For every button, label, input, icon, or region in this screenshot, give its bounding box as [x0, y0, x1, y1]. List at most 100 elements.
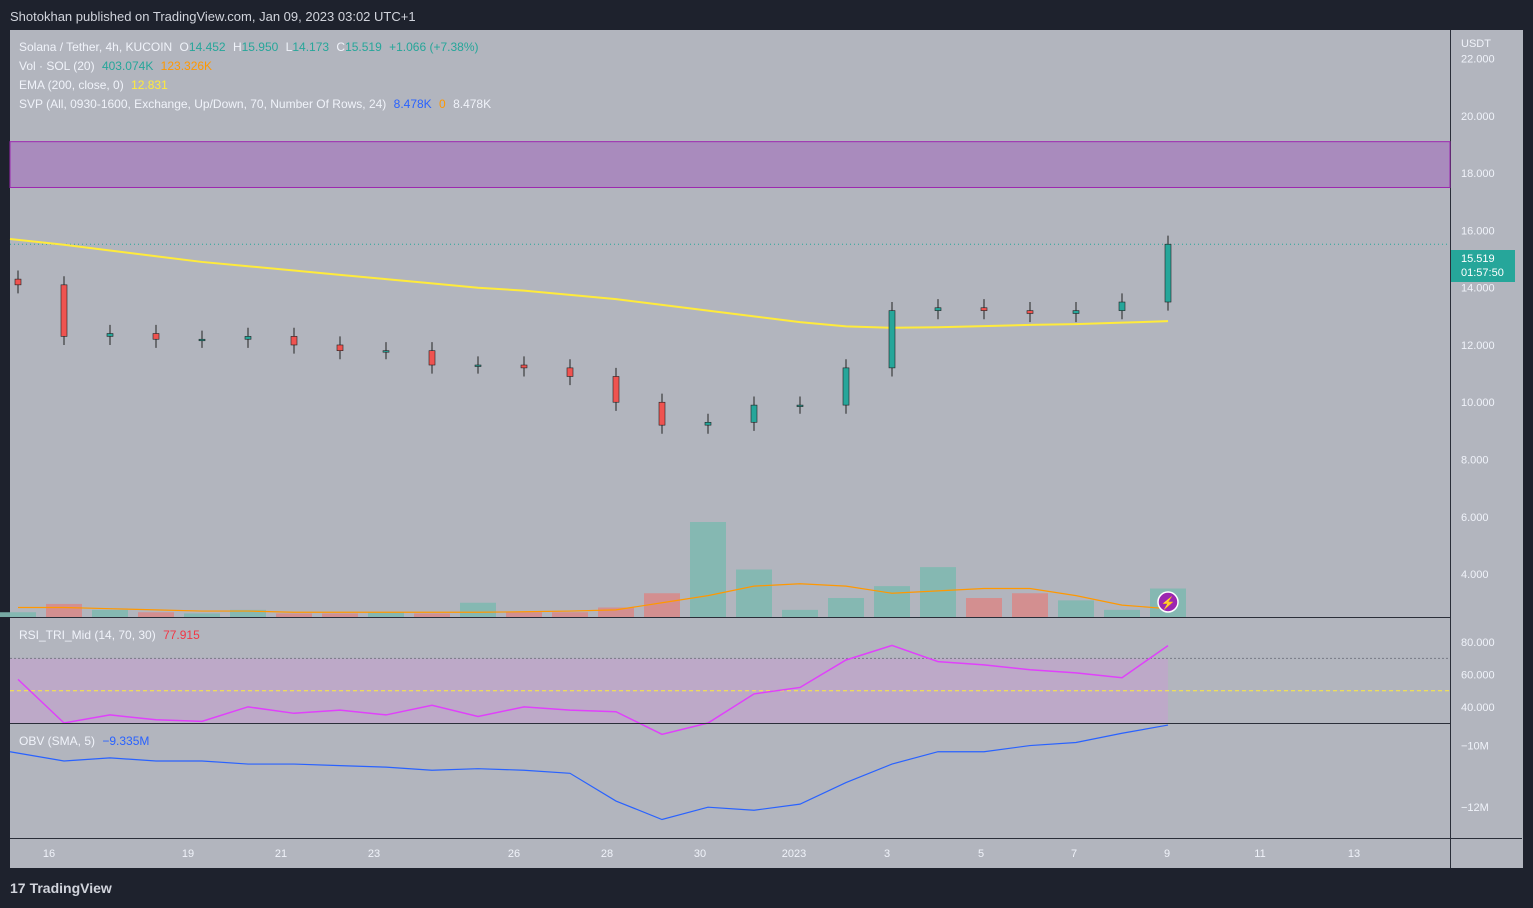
legend-ema: 12.831 — [131, 78, 168, 92]
candle-body — [336, 344, 344, 352]
candle-body — [382, 350, 390, 353]
legend-obv: −9.335M — [102, 734, 150, 748]
volume-bar — [1104, 609, 1140, 617]
time-tick-label: 28 — [601, 848, 613, 860]
candle-body — [934, 307, 942, 311]
volume-bar — [552, 612, 588, 617]
volume-bar — [1058, 600, 1094, 617]
candle-body — [1026, 310, 1034, 314]
legend-main: Solana / Tether, 4h, KUCOIN O14.452 H 15.… — [19, 40, 483, 54]
legend-vol-label[interactable]: Vol · SOL (20) — [19, 59, 95, 73]
alert-lightning-glyph: ⚡ — [1161, 596, 1176, 610]
alert-lightning-icon — [1157, 591, 1179, 613]
publish-text: Shotokhan published on TradingView.com, … — [10, 9, 416, 24]
candle-body — [980, 307, 988, 311]
obv-tick-label: −10M — [1461, 741, 1489, 753]
price-tick-label: 20.000 — [1461, 111, 1495, 123]
candle-body — [520, 364, 528, 369]
price-tick-label: 4.000 — [1461, 569, 1489, 581]
rsi-tick-label: 40.000 — [1461, 702, 1495, 714]
volume-bar — [460, 602, 496, 617]
candle-body — [842, 367, 850, 406]
legend-change: +1.066 (+7.38%) — [389, 40, 479, 54]
time-axis[interactable] — [10, 838, 1522, 869]
volume-bar — [782, 609, 818, 617]
pane-divider-rsi[interactable] — [10, 617, 1450, 618]
time-tick-label: 23 — [368, 848, 380, 860]
volume-ma-line — [18, 583, 1169, 613]
candle-body — [704, 421, 712, 426]
legend-h-label: H — [232, 40, 242, 54]
volume-bar — [46, 603, 82, 617]
legend-rsi: 77.915 — [163, 628, 200, 642]
legend-svp-total: 8.478K — [453, 97, 492, 111]
time-tick-label: 7 — [1071, 848, 1077, 860]
legend-volume: Vol · SOL (20) 403.074K 123.326K — [19, 59, 216, 73]
candle-body — [796, 404, 804, 407]
rsi-line — [17, 644, 1169, 736]
volume-bar — [322, 613, 358, 617]
volume-bar — [92, 609, 128, 617]
legend-obv-label[interactable]: OBV (SMA, 5) — [19, 734, 96, 748]
volume-bar — [230, 609, 266, 617]
volume-bar — [368, 612, 404, 617]
legend-o: 14.452 — [188, 40, 226, 54]
legend-obv: OBV (SMA, 5) −9.335M — [19, 734, 153, 748]
ema-200-line — [9, 238, 1169, 329]
resistance-zone — [9, 141, 1451, 188]
candle-body — [14, 278, 22, 286]
candle-body — [290, 336, 298, 346]
volume-bar — [138, 612, 174, 617]
legend-vol: 403.074K — [101, 59, 154, 73]
volume-bar — [1012, 593, 1048, 617]
legend-rsi-label[interactable]: RSI_TRI_Mid (14, 70, 30) — [19, 628, 156, 642]
volume-bar — [184, 613, 220, 617]
legend-c: 15.519 — [345, 40, 382, 54]
price-currency-label: USDT — [1461, 38, 1491, 50]
candle-body — [244, 336, 252, 340]
legend-svp-label[interactable]: SVP (All, 0930-1600, Exchange, Up/Down, … — [19, 97, 387, 111]
legend-vol-ma: 123.326K — [160, 59, 213, 73]
legend-c-label: C — [336, 40, 346, 54]
time-tick-label: 5 — [978, 848, 984, 860]
legend-svp: SVP (All, 0930-1600, Exchange, Up/Down, … — [19, 97, 495, 111]
candle-body — [106, 333, 114, 337]
last-price-countdown: 01:57:50 — [1461, 267, 1504, 279]
legend-ema-label[interactable]: EMA (200, close, 0) — [19, 78, 124, 92]
time-tick-label: 11 — [1254, 848, 1265, 860]
candle-body — [474, 364, 482, 367]
obv-line — [9, 724, 1169, 821]
candle-body — [152, 333, 160, 340]
legend-symbol[interactable]: Solana / Tether, 4h, KUCOIN — [19, 40, 173, 54]
volume-bar — [736, 569, 772, 617]
time-tick-label: 2023 — [782, 848, 806, 860]
publish-header: Shotokhan published on TradingView.com, … — [0, 0, 1533, 30]
candle-body — [428, 350, 436, 366]
volume-bar — [828, 598, 864, 617]
volume-bar — [966, 598, 1002, 617]
volume-bar — [414, 613, 450, 617]
volume-bar — [598, 607, 634, 617]
last-price-value: 15.519 — [1461, 253, 1495, 265]
candle-body — [612, 376, 620, 403]
time-tick-label: 26 — [508, 848, 520, 860]
price-tick-label: 6.000 — [1461, 512, 1489, 524]
time-tick-label: 13 — [1348, 848, 1360, 860]
volume-bar — [0, 612, 36, 617]
price-scale[interactable] — [1450, 30, 1523, 868]
price-tick-label: 18.000 — [1461, 168, 1495, 180]
candle-body — [60, 284, 68, 337]
last-price-tag: 15.519 01:57:50 — [1451, 250, 1515, 282]
footer-brand-text: TradingView — [29, 880, 112, 896]
footer-brand[interactable]: 17 TradingView — [10, 880, 112, 896]
candle-body — [658, 401, 666, 426]
candle-body — [750, 404, 758, 423]
time-tick-label: 3 — [884, 848, 890, 860]
time-tick-label: 9 — [1164, 848, 1170, 860]
volume-bar — [644, 593, 680, 617]
candle-body — [888, 310, 896, 369]
legend-rsi: RSI_TRI_Mid (14, 70, 30) 77.915 — [19, 628, 204, 642]
legend-o-label: O — [179, 40, 189, 54]
pane-divider-obv[interactable] — [10, 723, 1450, 724]
